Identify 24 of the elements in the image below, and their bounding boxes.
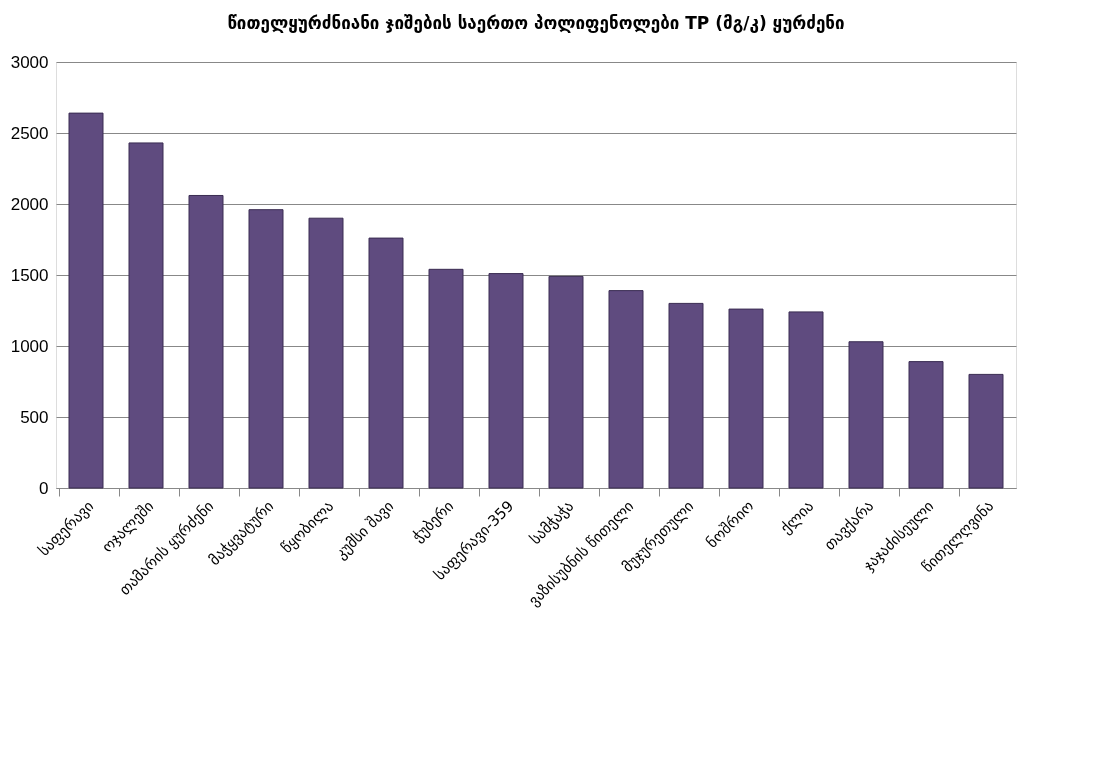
- bar: [908, 361, 944, 489]
- bar: [668, 302, 704, 489]
- bar: [128, 142, 164, 489]
- bar: [188, 194, 224, 489]
- bar: [68, 112, 104, 489]
- y-tick-label: 3000: [10, 52, 49, 72]
- y-tick-label: 0: [39, 478, 49, 498]
- bar: [728, 308, 764, 489]
- bar: [848, 341, 884, 489]
- bar: [248, 209, 284, 489]
- bar: [368, 237, 404, 489]
- y-tick-label: 500: [20, 407, 49, 427]
- bar: [608, 290, 644, 489]
- bar: [488, 273, 524, 489]
- bar: [548, 275, 584, 489]
- bar: [968, 373, 1004, 489]
- bar: [788, 311, 824, 489]
- bar: [428, 268, 464, 489]
- y-tick-label: 1500: [10, 265, 49, 285]
- chart-title: წითელყურძნიანი ჯიშების საერთო პოლიფენოლები TP (მგ/კ) ყურძენი: [227, 13, 845, 33]
- y-tick-label: 2000: [10, 194, 49, 214]
- bar: [308, 217, 344, 489]
- y-tick-label: 1000: [10, 336, 49, 356]
- y-tick-label: 2500: [10, 123, 49, 143]
